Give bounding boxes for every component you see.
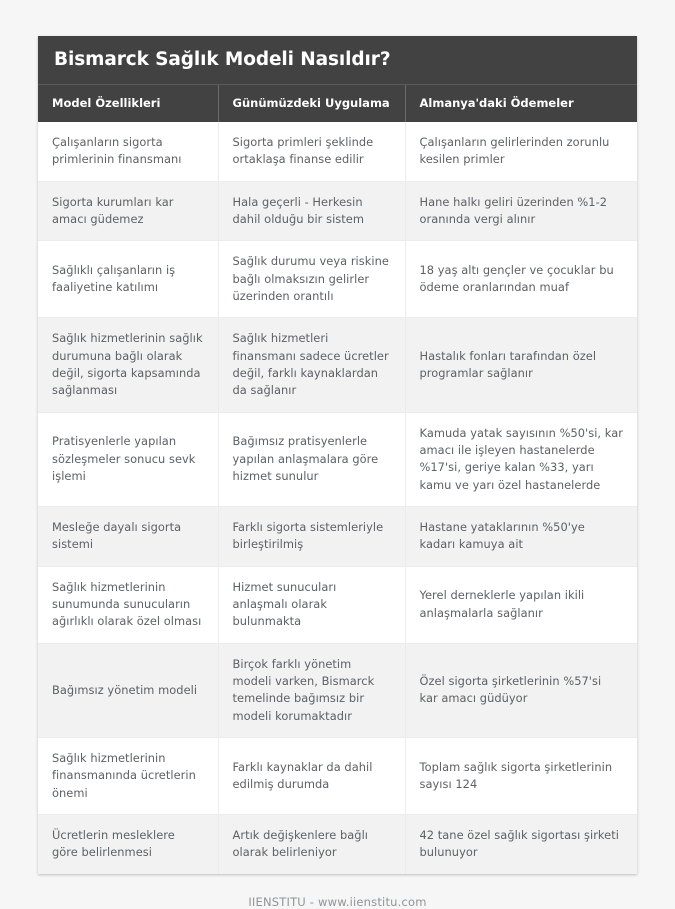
cell-feature: Sağlık hizmetlerinin sağlık durumuna bağ…	[38, 317, 219, 413]
cell-practice: Sağlık hizmetleri finansmanı sadece ücre…	[218, 317, 406, 413]
cell-feature: Ücretlerin mesleklere göre belirlenmesi	[38, 814, 219, 874]
cell-feature: Pratisyenlerle yapılan sözleşmeler sonuc…	[38, 412, 219, 507]
cell-payment: Hastane yataklarının %50'ye kadarı kamuy…	[405, 506, 637, 567]
cell-practice: Farklı sigorta sistemleriyle birleştiril…	[218, 506, 406, 567]
cell-feature: Çalışanların sigorta primlerinin finansm…	[38, 122, 219, 182]
table-row: Sağlıklı çalışanların iş faaliyetine kat…	[38, 240, 637, 319]
table-row: Sağlık hizmetlerinin finansmanında ücret…	[38, 737, 637, 815]
cell-payment: Hane halkı geliri üzerinden %1-2 oranınd…	[405, 181, 637, 242]
cell-payment: Çalışanların gelirlerinden zorunlu kesil…	[405, 122, 637, 182]
cell-feature: Sağlık hizmetlerinin sunumunda sunucular…	[38, 566, 219, 644]
table-body: Çalışanların sigorta primlerinin finansm…	[38, 122, 637, 874]
cell-practice: Artık değişkenlere bağlı olarak belirlen…	[218, 814, 406, 874]
column-header-gunumuzdeki-uygulama: Günümüzdeki Uygulama	[218, 85, 406, 122]
page-root: Bismarck Sağlık Modeli Nasıldır? Model Ö…	[38, 36, 637, 909]
table-header-row: Model Özellikleri Günümüzdeki Uygulama A…	[38, 85, 637, 122]
table-row: Sağlık hizmetlerinin sunumunda sunucular…	[38, 566, 637, 644]
cell-feature: Mesleğe dayalı sigorta sistemi	[38, 506, 219, 567]
page-title: Bismarck Sağlık Modeli Nasıldır?	[38, 36, 637, 85]
cell-feature: Sağlık hizmetlerinin finansmanında ücret…	[38, 737, 219, 815]
cell-practice: Sigorta primleri şeklinde ortaklaşa fina…	[218, 122, 406, 182]
table-row: Sağlık hizmetlerinin sağlık durumuna bağ…	[38, 317, 637, 413]
table-row: Ücretlerin mesleklere göre belirlenmesi …	[38, 814, 637, 874]
footer-attribution: IIENSTITU - www.iienstitu.com	[248, 894, 427, 909]
column-header-almanyadaki-odemeler: Almanya'daki Ödemeler	[405, 85, 637, 122]
cell-practice: Hizmet sunucuları anlaşmalı olarak bulun…	[218, 566, 406, 644]
cell-practice: Bağımsız pratisyenlerle yapılan anlaşmal…	[218, 412, 406, 507]
table-row: Mesleğe dayalı sigorta sistemi Farklı si…	[38, 506, 637, 567]
comparison-table: Model Özellikleri Günümüzdeki Uygulama A…	[38, 85, 637, 874]
column-header-model-ozellikleri: Model Özellikleri	[38, 85, 219, 122]
table-row: Bağımsız yönetim modeli Birçok farklı yö…	[38, 643, 637, 738]
cell-practice: Farklı kaynaklar da dahil edilmiş durumd…	[218, 737, 406, 815]
cell-feature: Sağlıklı çalışanların iş faaliyetine kat…	[38, 240, 219, 319]
cell-feature: Sigorta kurumları kar amacı güdemez	[38, 181, 219, 242]
cell-payment: Özel sigorta şirketlerinin %57'si kar am…	[405, 643, 637, 738]
cell-feature: Bağımsız yönetim modeli	[38, 643, 219, 738]
cell-payment: 42 tane özel sağlık sigortası şirketi bu…	[405, 814, 637, 874]
cell-practice: Sağlık durumu veya riskine bağlı olmaksı…	[218, 240, 406, 319]
table-header: Model Özellikleri Günümüzdeki Uygulama A…	[38, 85, 637, 122]
cell-practice: Birçok farklı yönetim modeli varken, Bis…	[218, 643, 406, 738]
cell-payment: 18 yaş altı gençler ve çocuklar bu ödeme…	[405, 240, 637, 319]
cell-payment: Yerel derneklerle yapılan ikili anlaşmal…	[405, 566, 637, 644]
table-row: Çalışanların sigorta primlerinin finansm…	[38, 122, 637, 182]
cell-payment: Kamuda yatak sayısının %50'si, kar amacı…	[405, 412, 637, 507]
cell-practice: Hala geçerli - Herkesin dahil olduğu bir…	[218, 181, 406, 242]
table-row: Sigorta kurumları kar amacı güdemez Hala…	[38, 181, 637, 242]
cell-payment: Hastalık fonları tarafından özel program…	[405, 317, 637, 413]
table-row: Pratisyenlerle yapılan sözleşmeler sonuc…	[38, 412, 637, 507]
info-card: Bismarck Sağlık Modeli Nasıldır? Model Ö…	[38, 36, 637, 874]
cell-payment: Toplam sağlık sigorta şirketlerinin sayı…	[405, 737, 637, 815]
